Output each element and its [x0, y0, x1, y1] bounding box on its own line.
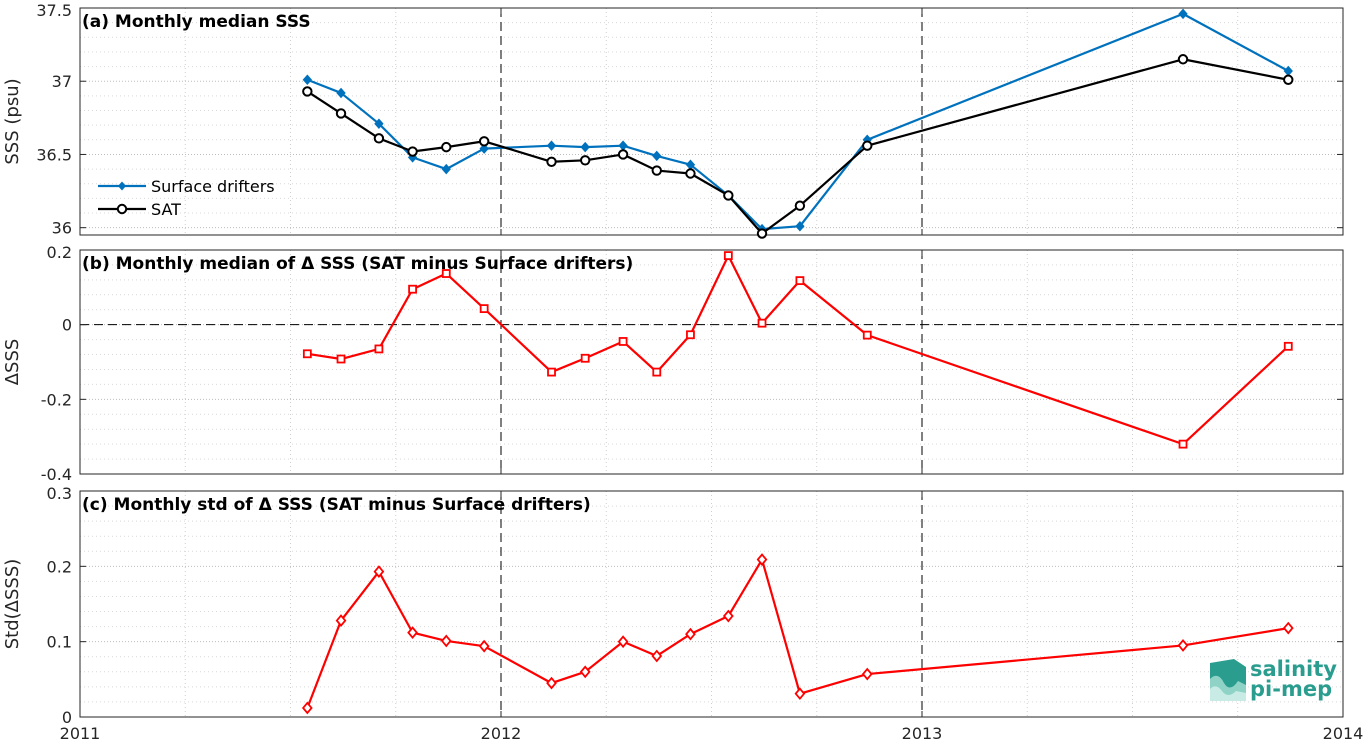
data-point: [373, 133, 385, 144]
data-point: [373, 565, 385, 579]
data-point: [756, 228, 768, 239]
panel-title: (b) Monthly median of Δ SSS (SAT minus S…: [82, 254, 633, 274]
series-line: [306, 12, 1289, 231]
data-point: [723, 190, 734, 201]
data-point: [722, 609, 734, 623]
legend-label-surface-drifters: Surface drifters: [151, 177, 275, 196]
logo-word-pi-mep: pi-mep: [1250, 677, 1333, 701]
legend-marker-surface-drifters: [118, 181, 126, 191]
data-point: [794, 687, 806, 701]
y-tick-label: 37: [52, 72, 72, 91]
y-tick-label: 36: [52, 219, 72, 238]
data-point: [302, 74, 313, 86]
data-point: [579, 665, 591, 679]
y-tick-label: 0: [62, 708, 72, 727]
y-tick-label: 0.3: [47, 484, 72, 503]
data-point: [685, 627, 696, 641]
data-point: [1283, 74, 1294, 85]
data-point: [652, 367, 662, 377]
data-point: [794, 200, 806, 211]
data-point: [685, 168, 696, 179]
data-point: [479, 304, 489, 314]
data-point: [1282, 621, 1294, 635]
data-point: [862, 330, 872, 340]
logo-word-salinity: salinity: [1250, 657, 1337, 681]
data-point: [1283, 341, 1293, 351]
data-point: [440, 634, 452, 648]
data-point: [407, 626, 418, 640]
logo-wave-icon: [1210, 659, 1246, 701]
data-point: [478, 136, 490, 147]
salinity-pi-mep-logo: salinity pi-mep: [1208, 657, 1348, 707]
plot-area-frame: [79, 249, 1344, 475]
x-tick-label: 2013: [902, 724, 943, 743]
data-point: [795, 220, 805, 232]
y-tick-label: 36.5: [36, 145, 72, 164]
data-point: [336, 87, 346, 99]
data-point: [335, 614, 347, 627]
data-point: [441, 163, 451, 175]
data-point: [723, 251, 733, 261]
panel-title: (a) Monthly median SSS: [82, 12, 311, 32]
data-point: [1178, 8, 1188, 20]
y-tick-label: 0.2: [47, 557, 72, 576]
data-point: [580, 155, 591, 166]
plot-area-frame: [79, 490, 1344, 718]
data-point: [546, 676, 557, 690]
data-point: [580, 353, 590, 363]
data-point: [374, 344, 384, 354]
data-point: [1177, 639, 1189, 652]
data-point: [302, 349, 312, 359]
data-point: [441, 269, 451, 278]
data-point: [478, 639, 490, 653]
y-tick-label: -0.2: [41, 390, 72, 409]
data-point: [756, 553, 768, 566]
data-point: [618, 140, 628, 151]
data-point: [302, 86, 313, 97]
y-tick-label: 0: [62, 316, 72, 335]
data-point: [301, 701, 313, 715]
data-point: [336, 354, 346, 364]
data-point: [862, 140, 873, 151]
y-tick-label: 0.2: [47, 243, 72, 262]
plot-area-frame: [79, 7, 1344, 236]
series-line: [306, 558, 1289, 709]
data-point: [861, 667, 873, 681]
data-point: [407, 146, 418, 157]
x-tick-label: 2011: [60, 724, 101, 743]
y-tick-label: 37.5: [36, 1, 72, 20]
legend-marker-sat: [116, 203, 128, 215]
data-point: [335, 108, 347, 119]
data-point: [580, 141, 590, 153]
x-tick-label: 2014: [1323, 724, 1364, 743]
data-point: [686, 330, 695, 340]
panel-title: (c) Monthly std of Δ SSS (SAT minus Surf…: [82, 495, 591, 515]
data-point: [651, 649, 663, 663]
data-point: [1177, 54, 1189, 65]
legend-label-sat: SAT: [151, 200, 181, 219]
y-axis-label: Std(ΔSSS): [2, 559, 23, 650]
data-point: [795, 276, 805, 286]
data-point: [617, 635, 629, 649]
y-axis-label: ΔSSS: [2, 339, 23, 386]
y-tick-label: 0.1: [47, 633, 72, 652]
data-point: [617, 149, 629, 160]
data-point: [1178, 439, 1188, 449]
data-point: [1283, 65, 1293, 77]
data-point: [757, 318, 767, 328]
data-point: [618, 337, 628, 346]
data-point: [547, 367, 556, 377]
y-tick-label: -0.4: [41, 465, 72, 484]
data-point: [652, 150, 662, 162]
data-point: [408, 284, 417, 294]
data-point: [651, 165, 662, 176]
x-tick-label: 2012: [481, 724, 522, 743]
data-point: [546, 156, 557, 167]
y-axis-label: SSS (psu): [2, 78, 23, 164]
data-point: [479, 143, 489, 154]
data-point: [441, 141, 452, 153]
data-point: [546, 140, 557, 151]
data-point: [374, 118, 384, 129]
